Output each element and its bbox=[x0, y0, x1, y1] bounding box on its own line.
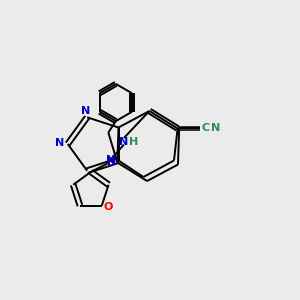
Text: C: C bbox=[201, 123, 210, 133]
Text: N: N bbox=[55, 137, 64, 148]
Text: N: N bbox=[211, 123, 220, 133]
Text: N: N bbox=[81, 106, 90, 116]
Text: N: N bbox=[107, 157, 116, 167]
Text: N: N bbox=[119, 136, 128, 147]
Text: H: H bbox=[129, 136, 138, 147]
Text: N: N bbox=[106, 155, 116, 165]
Text: O: O bbox=[104, 202, 113, 212]
